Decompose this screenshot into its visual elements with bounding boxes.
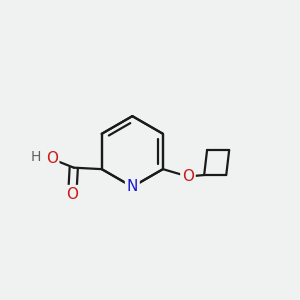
Text: N: N <box>127 179 138 194</box>
Text: H: H <box>30 150 41 164</box>
Text: O: O <box>182 169 194 184</box>
Text: O: O <box>66 187 78 202</box>
Text: O: O <box>46 151 58 166</box>
